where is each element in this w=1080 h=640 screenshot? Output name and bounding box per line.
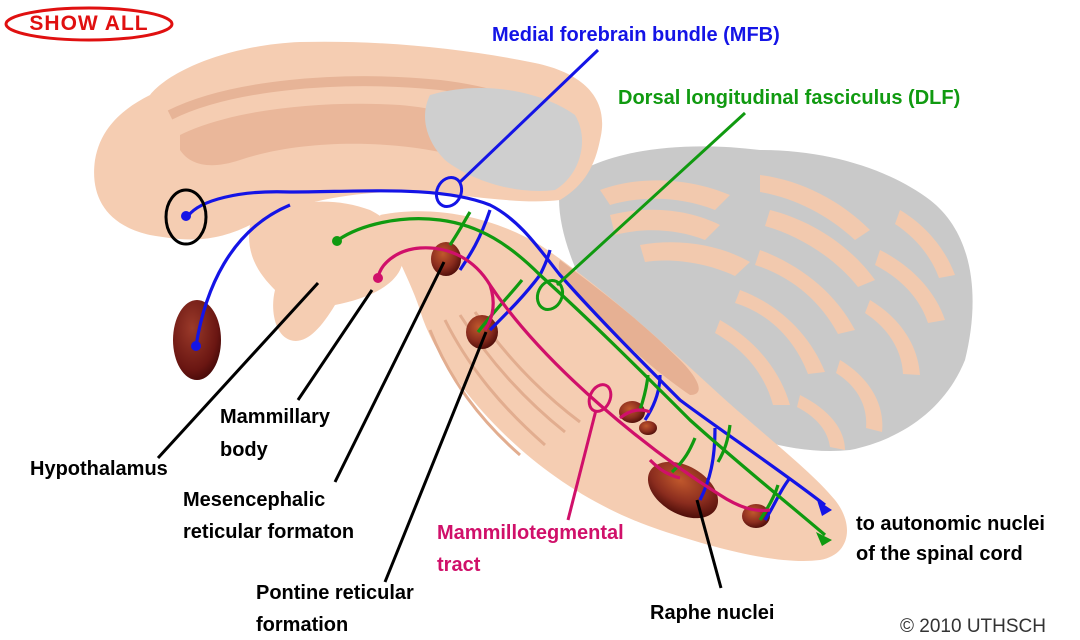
mfb-pointer — [457, 48, 600, 185]
mfb-arrowhead — [817, 500, 832, 516]
raphe-nucleus-small — [639, 421, 657, 435]
hypothalamus-marker — [164, 188, 208, 246]
raphe-nucleus-large — [647, 461, 719, 519]
label-hypothalamus: Hypothalamus — [30, 458, 168, 480]
label-autonomic-1: to autonomic nuclei — [856, 513, 1045, 535]
hypothalamus-region — [249, 201, 404, 341]
show-all-label: SHOW ALL — [29, 12, 149, 35]
dlf-cut-marker — [535, 278, 565, 312]
label-autonomic-2: of the spinal cord — [856, 543, 1023, 565]
label-mammillotegmental-2: tract — [437, 554, 481, 576]
brainstem — [380, 211, 847, 561]
label-dlf: Dorsal longitudinal fasciculus (DLF) — [618, 87, 961, 109]
label-mesencephalic-2: reticular formaton — [183, 521, 355, 543]
dlf-origin-dot — [332, 236, 342, 246]
dlf-arrowhead — [816, 532, 832, 546]
dlf-pointer — [555, 111, 747, 287]
cerebellum-folia — [600, 175, 955, 450]
label-mesencephalic-1: Mesencephalic — [183, 489, 326, 511]
mammillotegmental-tract — [376, 246, 771, 513]
mfb-cut-marker — [434, 175, 464, 209]
leader-lines — [156, 261, 723, 589]
label-mammillotegmental-1: Mammillotegmental — [437, 522, 624, 544]
show-all-outline — [4, 6, 174, 42]
mtt-origin-dot — [373, 273, 383, 283]
label-raphe-nuclei: Raphe nuclei — [650, 602, 775, 624]
fourth-ventricle — [558, 260, 699, 395]
mfb-origin-dot — [181, 211, 191, 221]
label-mammillary-body-2: body — [220, 439, 268, 461]
copyright-notice: © 2010 UTHSCH — [900, 616, 1046, 637]
show-all-button[interactable]: SHOW ALL — [4, 6, 174, 42]
mfb-pituitary-dot — [191, 341, 201, 351]
mtt-pointer — [566, 409, 598, 521]
mammillary-nucleus — [431, 242, 461, 276]
pons-striations — [428, 311, 581, 457]
label-mammillary-body-1: Mammillary — [220, 406, 331, 428]
label-pontine-2: formation — [256, 614, 349, 636]
label-mfb: Medial forebrain bundle (MFB) — [492, 24, 780, 46]
mtt-cut-marker — [587, 383, 613, 413]
label-pontine-1: Pontine reticular — [256, 582, 414, 604]
